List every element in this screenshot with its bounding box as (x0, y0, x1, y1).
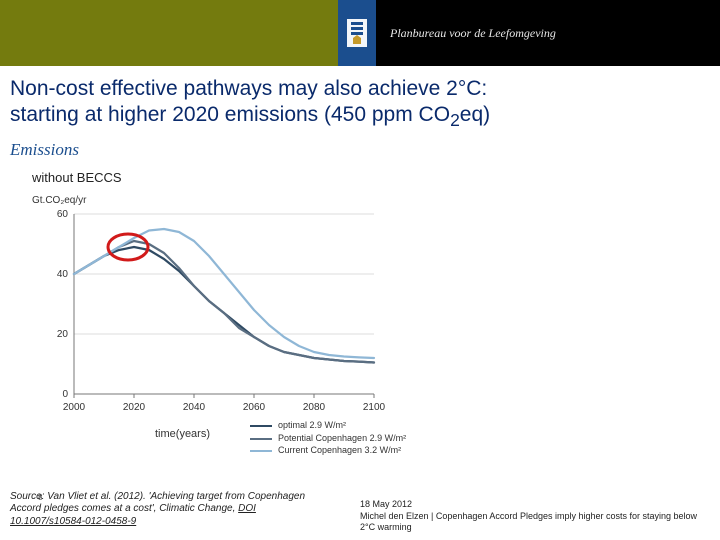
legend-item: Potential Copenhagen 2.9 W/m² (250, 433, 406, 445)
legend-label: Potential Copenhagen 2.9 W/m² (278, 433, 406, 445)
svg-text:2100: 2100 (363, 402, 386, 413)
svg-text:2000: 2000 (63, 402, 86, 413)
chart-legend: optimal 2.9 W/m²Potential Copenhagen 2.9… (250, 420, 406, 458)
source-citation: Source: Van Vliet et al. (2012). 'Achiev… (10, 491, 320, 534)
svg-text:2040: 2040 (183, 402, 206, 413)
legend-swatch (250, 425, 272, 427)
line-chart: 0204060200020202040206020802100 (32, 200, 412, 430)
svg-text:60: 60 (57, 209, 69, 220)
slide-title: Non-cost effective pathways may also ach… (0, 66, 720, 138)
chart-subtitle: without BECCS (32, 170, 122, 185)
header-accent (0, 0, 338, 66)
title-line2b: eq) (460, 103, 490, 126)
title-line1: Non-cost effective pathways may also ach… (10, 77, 487, 100)
legend-item: optimal 2.9 W/m² (250, 420, 406, 432)
footer-meta: 18 May 2012 Michel den Elzen | Copenhage… (360, 491, 710, 534)
svg-text:2080: 2080 (303, 402, 326, 413)
footer-credit: Michel den Elzen | Copenhagen Accord Ple… (360, 511, 710, 534)
svg-text:2060: 2060 (243, 402, 266, 413)
emissions-label: Emissions (10, 140, 79, 160)
agency-logo (338, 0, 376, 66)
title-sub: 2 (450, 110, 460, 130)
svg-text:40: 40 (57, 269, 69, 280)
title-line2a: starting at higher 2020 emissions (450 p… (10, 103, 450, 126)
legend-swatch (250, 450, 272, 452)
agency-name: Planbureau voor de Leefomgeving (376, 0, 720, 66)
svg-text:2020: 2020 (123, 402, 146, 413)
svg-text:0: 0 (62, 389, 68, 400)
x-axis-title: time(years) (155, 428, 210, 440)
header-bar: Planbureau voor de Leefomgeving (0, 0, 720, 66)
legend-label: Current Copenhagen 3.2 W/m² (278, 445, 401, 457)
footer: Source: Van Vliet et al. (2012). 'Achiev… (0, 491, 720, 534)
source-text-b: pledges comes at a cost', Climatic Chang… (44, 503, 238, 514)
svg-text:20: 20 (57, 329, 69, 340)
legend-item: Current Copenhagen 3.2 W/m² (250, 445, 406, 457)
legend-label: optimal 2.9 W/m² (278, 420, 346, 432)
footer-date: 18 May 2012 (360, 499, 710, 511)
legend-swatch (250, 438, 272, 440)
